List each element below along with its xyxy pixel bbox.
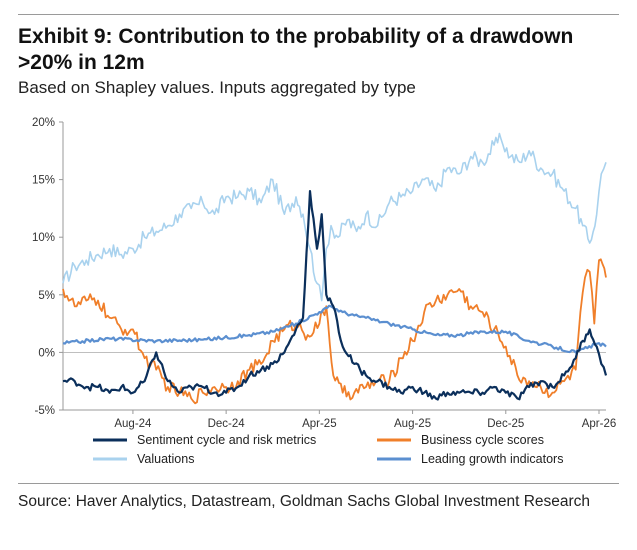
y-tick-label: 15%	[32, 175, 55, 187]
top-rule	[18, 14, 619, 15]
x-tick-label: Dec-24	[208, 418, 246, 430]
legend-label-sentiment-cycle-and-risk-metrics: Sentiment cycle and risk metrics	[137, 433, 316, 447]
x-tick-label: Aug-24	[114, 418, 152, 430]
bottom-rule	[18, 483, 619, 484]
y-tick-label: 20%	[32, 117, 55, 129]
chart-legend: Sentiment cycle and risk metrics Business…	[93, 433, 563, 466]
x-tick-label: Apr-25	[302, 418, 337, 430]
legend-label-valuations: Valuations	[137, 452, 194, 466]
series-line-sentiment-cycle-and-risk-metrics	[62, 190, 608, 401]
y-tick-label: -5%	[35, 405, 55, 417]
chart-series	[62, 132, 608, 405]
source-note: Source: Haver Analytics, Datastream, Gol…	[18, 493, 591, 510]
chart: 20% 15% 10% 5% 0% -5% Aug-24 Dec-24 Apr-25 Aug-25…	[32, 117, 616, 466]
x-tick-label: Dec-25	[487, 418, 524, 430]
legend-label-leading-growth-indicators: Leading growth indicators	[421, 452, 563, 466]
legend-label-business-cycle-scores: Business cycle scores	[421, 433, 544, 447]
series-line-valuations	[62, 132, 607, 302]
series-line-business-cycle-scores	[62, 258, 607, 405]
chart-subtitle: Based on Shapley values. Inputs aggregat…	[18, 78, 416, 97]
y-tick-label: 10%	[32, 232, 55, 244]
y-tick-label: 0%	[38, 347, 55, 359]
y-tick-label: 5%	[38, 290, 55, 302]
x-tick-label: Aug-25	[394, 418, 431, 430]
chart-axes: 20% 15% 10% 5% 0% -5% Aug-24 Dec-24 Apr-25 Aug-25…	[32, 117, 616, 430]
x-tick-label: Apr-26	[582, 418, 617, 430]
chart-title: Exhibit 9: Contribution to the probabili…	[18, 25, 574, 74]
